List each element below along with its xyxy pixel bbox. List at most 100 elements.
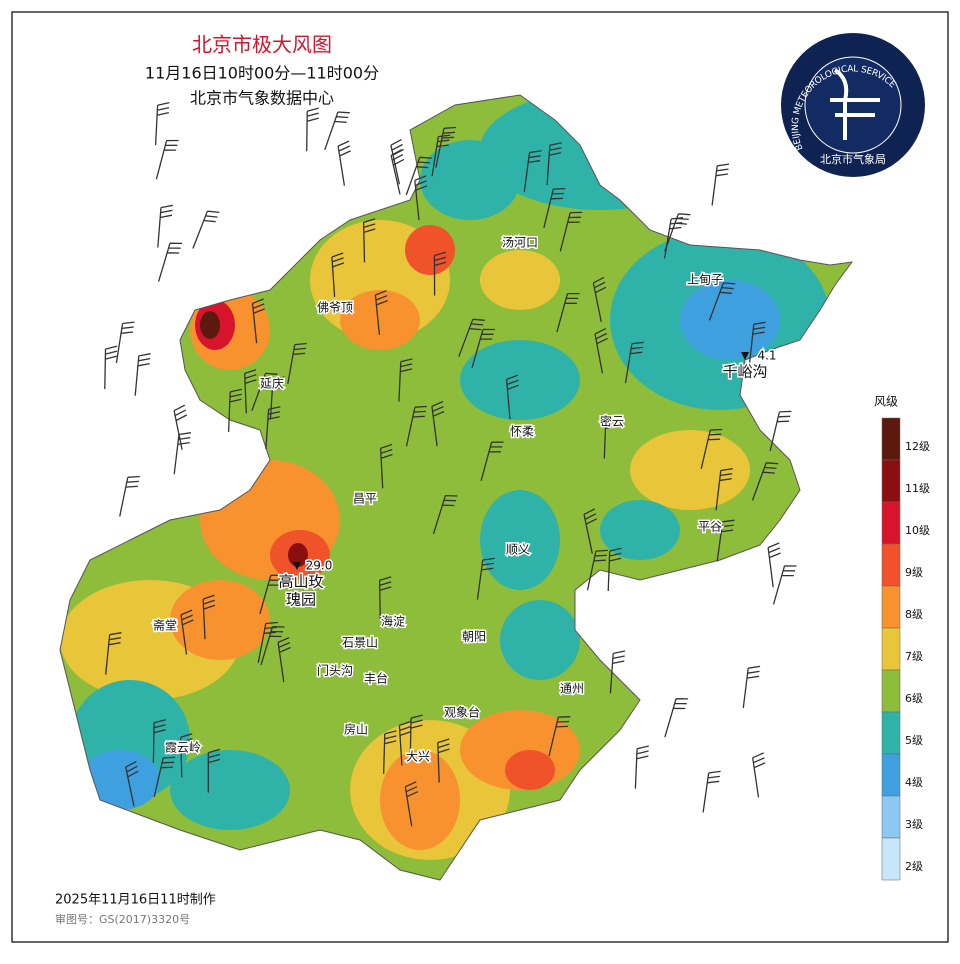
place-label: 朝阳 [462, 630, 486, 644]
wind-barb [157, 204, 173, 248]
wind-barb [437, 738, 450, 783]
wind-barb [700, 428, 723, 470]
wind-barb [708, 282, 736, 321]
wind-barb [476, 557, 495, 600]
wind-barb [548, 716, 571, 757]
wind-barb [583, 508, 598, 554]
place-label: 通州 [560, 682, 584, 696]
wind-barb [180, 733, 193, 778]
legend-swatch [881, 627, 901, 671]
wind-barb [157, 242, 183, 282]
wind-barb [115, 321, 135, 364]
legend-swatch [881, 585, 901, 629]
logo-name: 北京市气象局 [820, 152, 886, 166]
wind-barb [104, 345, 118, 390]
wind-barb [634, 745, 649, 789]
wind-barb [119, 475, 140, 517]
legend: 12级 11级 10级 9级 8级 7级 6级 5级 4级 3级 2级 [881, 417, 930, 881]
station-marker [741, 352, 749, 360]
legend-label: 8级 [905, 608, 923, 621]
legend-label: 10级 [905, 524, 930, 537]
wind-barb [543, 187, 566, 229]
wind-barb [202, 594, 216, 640]
wind-barb [664, 698, 689, 738]
wind-barb [390, 139, 404, 185]
wind-barb [458, 318, 485, 357]
place-label: 密云 [600, 414, 624, 429]
station-marker [293, 562, 301, 570]
wind-barbs [104, 101, 797, 827]
legend-label: 11级 [905, 482, 930, 495]
wind-barb [409, 714, 423, 759]
wind-barb [748, 321, 766, 365]
legend-label: 3级 [905, 818, 923, 831]
wind-barb [751, 462, 779, 501]
wind-barb [337, 140, 351, 186]
legend-swatch [881, 753, 901, 797]
place-label: 门头沟 [317, 663, 353, 678]
wind-barb [260, 626, 285, 666]
approval-number: 审图号：GS(2017)3320号 [55, 912, 190, 926]
place-label: 延庆 [260, 377, 284, 391]
wind-barb [251, 298, 265, 344]
wind-barb [556, 292, 580, 333]
station-name: 瑰园 [286, 591, 316, 609]
wind-barb [664, 213, 691, 252]
wind-barb [405, 405, 427, 447]
wind-barb [207, 748, 221, 793]
place-label: 观象台 [444, 705, 480, 720]
wind-barb [173, 404, 188, 450]
time-range: 11月16日10时00分—11时00分 [145, 64, 379, 83]
made-time: 2025年11月16日11时制作 [55, 893, 216, 908]
wind-barb [257, 621, 278, 663]
wind-barb [324, 111, 350, 151]
wind-barb [432, 494, 458, 534]
wind-barb [769, 410, 792, 452]
wind-barb [180, 609, 194, 655]
place-label: 怀柔 [510, 425, 534, 439]
wind-barb [405, 156, 432, 196]
wind-barb [398, 720, 412, 766]
wind-barb [173, 432, 191, 475]
wind-barb [702, 770, 721, 813]
wind-barb [505, 374, 520, 420]
frame [11, 11, 949, 943]
station-name: 千峪沟 [722, 363, 767, 381]
place-label: 石景山 [342, 636, 378, 650]
wind-barb [715, 468, 733, 511]
wind-barb [265, 406, 281, 450]
wind-barb [414, 175, 428, 221]
station-value: 4.1 [757, 349, 776, 363]
wind-barb [404, 781, 419, 827]
legend-label: 12级 [905, 440, 930, 453]
wind-barb [586, 549, 608, 591]
wind-barb [471, 328, 496, 369]
legend-swatch [881, 795, 901, 839]
place-label: 上甸子 [687, 273, 723, 287]
place-label: 平谷 [698, 520, 722, 534]
wind-barb [480, 441, 504, 481]
wind-barb [624, 341, 644, 384]
wind-barb [251, 372, 278, 412]
wind-barb [331, 252, 345, 297]
place-label: 海淀 [381, 614, 405, 629]
title: 北京市极大风图 [192, 33, 332, 57]
wind-barb [431, 401, 445, 447]
wind-barb [523, 150, 542, 193]
legend-swatch [881, 501, 901, 545]
wind-barb [379, 443, 393, 489]
legend-title: 风级 [874, 395, 898, 409]
wind-barb [603, 415, 618, 459]
wind-barb [154, 101, 170, 146]
wind-barb [269, 376, 285, 420]
wind-barb [382, 730, 397, 774]
wind-barb [607, 547, 622, 592]
wind-barb [767, 542, 781, 588]
place-label: 房山 [344, 722, 368, 737]
wind-barb [716, 519, 735, 562]
place-label: 大兴 [406, 750, 430, 764]
legend-label: 5级 [905, 734, 923, 747]
place-label: 昌平 [353, 492, 377, 506]
legend-swatch [881, 543, 901, 587]
